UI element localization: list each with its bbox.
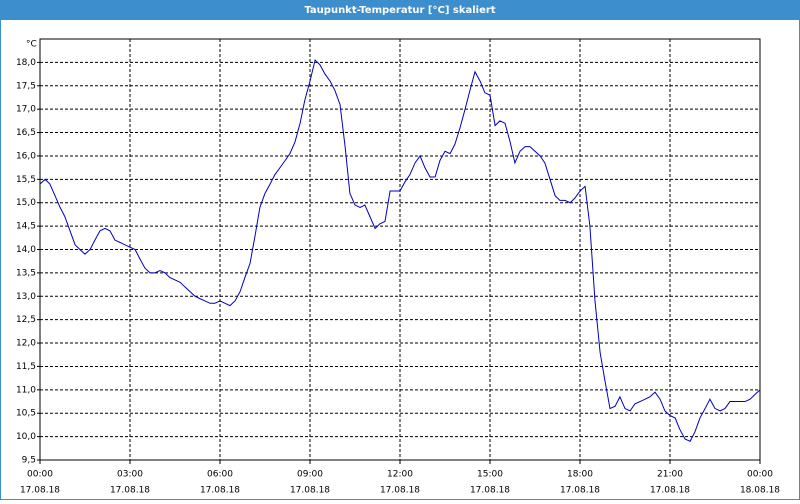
y-unit: °C (26, 40, 37, 50)
y-tick-label: 9,5 (22, 456, 36, 466)
x-tick-date: 17.08.18 (290, 486, 330, 496)
data-line (39, 59, 761, 442)
x-tick-date: 17.08.18 (650, 486, 690, 496)
x-tick-date: 17.08.18 (470, 486, 510, 496)
x-tick-date: 17.08.18 (380, 486, 420, 496)
y-tick-label: 16,0 (16, 151, 36, 161)
x-tick-label: 21:00 (657, 470, 683, 480)
y-tick-label: 11,5 (16, 362, 36, 372)
x-tick-label: 18:00 (567, 470, 593, 480)
x-tick-label: 15:00 (477, 470, 503, 480)
y-tick-label: 13,0 (16, 292, 36, 302)
y-tick-label: 17,5 (16, 81, 36, 91)
title-bar (0, 0, 800, 20)
y-tick-label: 12,5 (16, 315, 36, 325)
y-tick-label: 17,0 (16, 105, 36, 115)
x-tick-label: 06:00 (207, 470, 233, 480)
x-tick-date: 18.08.18 (740, 486, 780, 496)
y-tick-label: 14,0 (16, 245, 36, 255)
plot-frame (39, 38, 761, 461)
y-tick-label: 13,5 (16, 268, 36, 278)
x-tick-label: 03:00 (117, 470, 143, 480)
x-tick-date: 17.08.18 (110, 486, 150, 496)
x-tick-label: 00:00 (747, 470, 773, 480)
y-tick-label: 15,0 (16, 198, 36, 208)
y-tick-label: 10,0 (16, 432, 36, 442)
chart-title: Taupunkt-Temperatur [°C] skaliert (304, 5, 495, 16)
y-tick-label: 15,5 (16, 175, 36, 185)
x-tick-label: 12:00 (387, 470, 413, 480)
y-tick-label: 16,5 (16, 128, 36, 138)
x-tick-label: 09:00 (297, 470, 323, 480)
y-tick-label: 12,0 (16, 339, 36, 349)
x-tick-date: 17.08.18 (560, 486, 600, 496)
x-tick-label: 00:00 (27, 470, 53, 480)
y-tick-label: 18,0 (16, 58, 36, 68)
y-tick-label: 10,5 (16, 409, 36, 419)
y-tick-label: 14,5 (16, 222, 36, 232)
x-tick-date: 17.08.18 (20, 486, 60, 496)
x-tick-date: 17.08.18 (200, 486, 240, 496)
y-tick-label: 11,0 (16, 385, 36, 395)
